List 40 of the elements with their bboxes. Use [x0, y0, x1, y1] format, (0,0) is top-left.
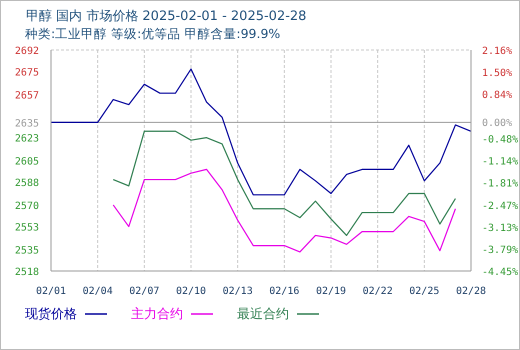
y-tick-label: 2570: [14, 200, 39, 212]
y-tick-label: 2588: [14, 178, 39, 190]
x-tick-label: 02/04: [82, 286, 113, 298]
chart-subtitle: 种类:工业甲醇 等级:优等品 甲醇含量:99.9%: [25, 26, 280, 43]
y-tick-label: 2657: [14, 90, 39, 102]
y-tick-label: 2675: [14, 68, 39, 79]
y2-tick-label: -1.81%: [482, 178, 518, 190]
y2-tick-label: -3.79%: [482, 244, 518, 256]
x-tick-label: 02/13: [222, 286, 253, 298]
line-series: [112, 168, 456, 253]
y2-tick-label: -0.48%: [482, 134, 518, 146]
chart-title: 甲醇 国内 市场价格 2025-02-01 - 2025-02-28: [26, 8, 306, 25]
y2-tick-label: 2.16%: [482, 46, 512, 57]
x-tick-label: 02/16: [269, 286, 300, 298]
x-tick-label: 02/28: [456, 286, 486, 298]
y-tick-label: 2518: [14, 267, 39, 278]
y-tick-label: 2635: [14, 118, 39, 130]
y2-tick-label: 1.50%: [482, 68, 512, 80]
y2-tick-label: 0.84%: [482, 90, 512, 102]
y2-tick-label: -3.13%: [482, 222, 518, 234]
line-series: [112, 130, 456, 236]
x-tick-label: 02/25: [409, 286, 440, 298]
x-tick-label: 02/07: [129, 286, 160, 298]
x-tick-label: 02/19: [316, 286, 346, 298]
y-tick-label: 2623: [14, 134, 39, 145]
y-tick-label: 2535: [14, 245, 39, 256]
legend-label: 主力合约: [131, 306, 184, 323]
y2-tick-label: 0.00%: [482, 118, 512, 130]
legend-label: 最近合约: [237, 306, 290, 323]
y-tick-label: 2692: [14, 46, 39, 57]
y2-tick-label: -1.14%: [482, 156, 518, 168]
y2-tick-label: -2.47%: [482, 200, 518, 212]
y2-tick-label: -4.45%: [482, 267, 518, 278]
y-tick-label: 2605: [14, 156, 39, 168]
x-tick-label: 02/10: [176, 286, 206, 298]
legend-label: 现货价格: [25, 306, 78, 323]
line-series: [51, 68, 471, 196]
x-tick-label: 02/01: [36, 286, 66, 298]
y-tick-label: 2553: [14, 222, 39, 234]
x-tick-label: 02/22: [362, 286, 393, 298]
